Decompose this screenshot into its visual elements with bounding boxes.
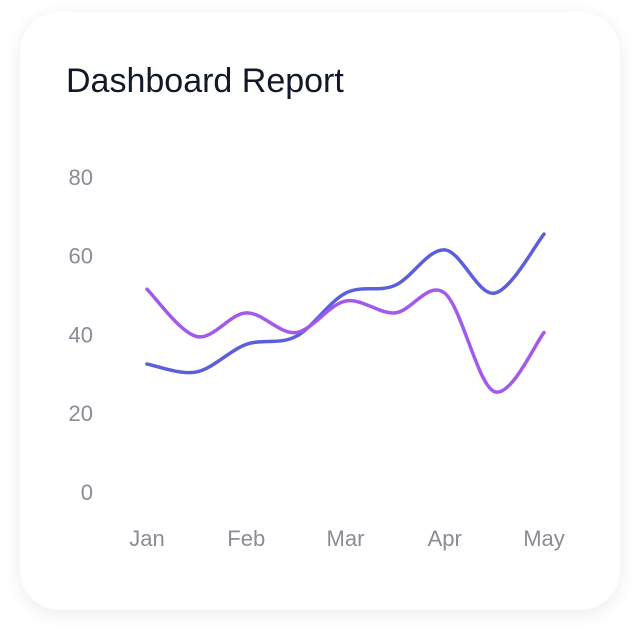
card: [20, 12, 620, 610]
x-tick-label: May: [523, 526, 565, 551]
y-tick-label: 20: [69, 401, 93, 426]
y-tick-label: 80: [69, 165, 93, 190]
line-series: [145, 232, 546, 375]
x-tick-label: Feb: [227, 526, 265, 551]
chart-title: Dashboard Report: [66, 62, 344, 100]
x-tick-label: Apr: [428, 526, 462, 551]
x-tick-label: Mar: [327, 526, 365, 551]
x-tick-label: Jan: [129, 526, 164, 551]
y-tick-label: 0: [81, 480, 93, 505]
y-tick-label: 60: [69, 244, 93, 269]
y-tick-label: 40: [69, 322, 93, 347]
line-series: [145, 287, 546, 394]
